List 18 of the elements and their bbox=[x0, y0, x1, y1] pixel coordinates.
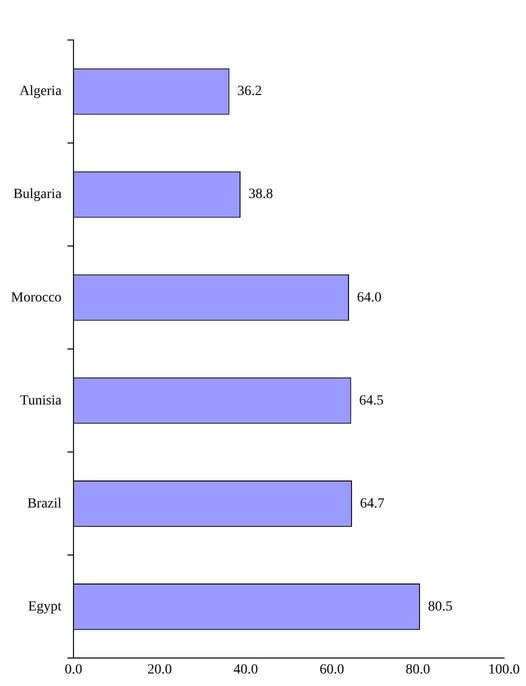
x-tick-label: 60.0 bbox=[320, 662, 344, 678]
x-tick-label: 100.0 bbox=[488, 662, 520, 678]
y-tick-label: Tunisia bbox=[20, 393, 62, 408]
y-tick-label: Algeria bbox=[20, 84, 62, 100]
data-label: 64.0 bbox=[357, 290, 382, 306]
y-tick-label: Brazil bbox=[27, 496, 62, 512]
y-tick-label: Morocco bbox=[10, 290, 62, 306]
x-tick-label: 20.0 bbox=[147, 662, 172, 678]
data-label: 38.8 bbox=[248, 187, 274, 202]
x-tick-label: 0.0 bbox=[64, 662, 82, 678]
data-label: 80.5 bbox=[428, 599, 453, 614]
y-tick-label: Bulgaria bbox=[13, 187, 62, 202]
x-tick-label: 80.0 bbox=[406, 662, 430, 678]
data-label: 64.7 bbox=[360, 496, 385, 512]
x-tick-label: 40.0 bbox=[233, 662, 258, 678]
data-label: 36.2 bbox=[237, 84, 262, 100]
y-tick-label: Egypt bbox=[28, 599, 62, 614]
data-label: 64.5 bbox=[359, 393, 384, 408]
